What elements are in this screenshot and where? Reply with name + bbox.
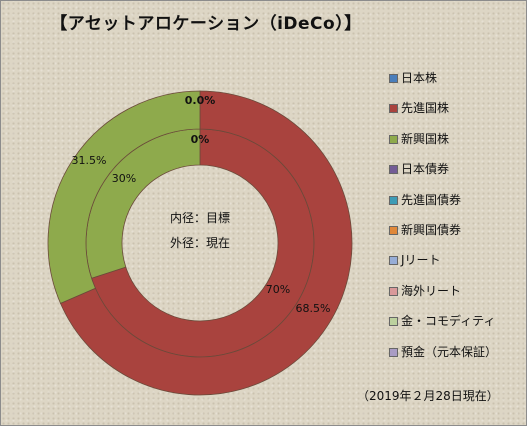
as-of-date: （2019年２月28日現在） [357,389,499,403]
chart-title: 【アセットアロケーション（iDeCo）】 [50,14,362,34]
legend-label: 新興国債券 [401,223,462,237]
data-label-current-1: 68.5% [296,302,331,315]
legend-label: 預金（元本保証） [401,344,498,359]
legend-label: 海外リート [401,283,462,298]
legend-label: 金・コモディティ [401,314,496,329]
legend-swatch [389,195,398,205]
legend-swatch [389,286,398,296]
legend-label: 日本株 [401,71,438,85]
data-label-current-2: 31.5% [72,154,107,167]
legend-swatch [389,317,398,327]
legend-swatch [389,165,398,175]
data-label-current-0: 0.0% [185,94,216,107]
data-label-target-0: 0% [191,133,210,146]
slice-current-2 [47,90,201,304]
legend-label: 先進国株 [401,101,450,116]
legend-label: 日本債券 [401,162,450,177]
legend-label: 先進国債券 [401,192,462,207]
center-label-inner: 内径：目標 [170,211,230,225]
legend-label: 新興国株 [401,131,450,146]
legend-swatch [389,134,398,144]
data-label-target-1: 70% [266,283,290,296]
legend-label: Jリート [401,253,441,268]
center-label-outer: 外径：現在 [170,236,230,250]
legend-swatch [389,347,398,357]
legend-swatch [389,226,398,235]
legend-swatch [389,74,398,83]
slice-current-1 [59,90,353,396]
legend-swatch [389,256,398,266]
data-label-target-2: 30% [112,172,136,185]
legend-swatch [389,104,398,114]
